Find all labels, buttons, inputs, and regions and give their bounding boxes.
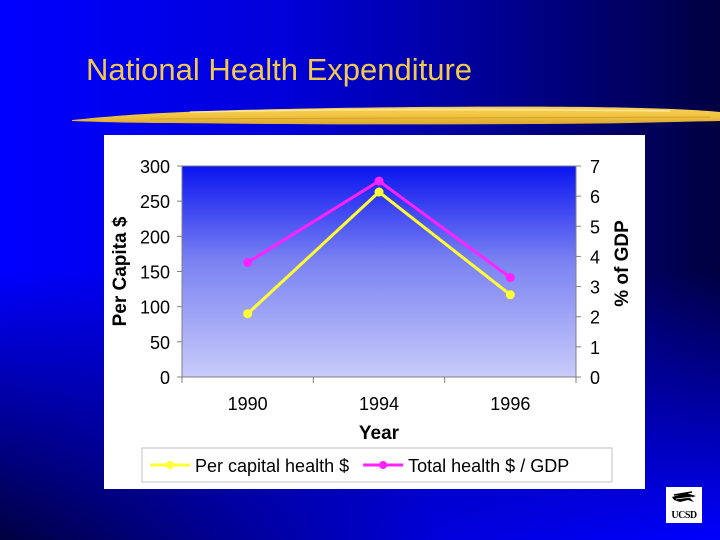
brush-stroke-divider	[72, 106, 720, 125]
plot-area	[181, 165, 577, 378]
data-point-marker	[505, 273, 515, 283]
y2-tick-label: 2	[590, 308, 600, 328]
y-tick-label: 100	[140, 298, 170, 318]
x-axis-label: Year	[359, 423, 400, 444]
data-point-marker	[374, 187, 384, 197]
x-tick-label: 1990	[228, 394, 268, 414]
ucsd-logo: UCSD	[666, 487, 702, 523]
y-axis-label: Per Capita $	[110, 216, 131, 326]
x-tick-label: 1994	[359, 394, 399, 414]
y2-tick-label: 3	[590, 278, 600, 298]
y-tick-label: 150	[140, 263, 170, 283]
line-chart: 0 50 100 150 200 250 300 0 1 2 3 4 5 6 7 1990 1994 1996 Ye…	[110, 157, 633, 483]
chart-panel: 0 50 100 150 200 250 300 0 1 2 3 4 5 6 7 1990 1994 1996 Ye…	[104, 135, 645, 489]
legend-entry: Per capital health $	[195, 456, 349, 476]
y2-tick-label: 4	[590, 247, 600, 267]
trident-logo-icon	[672, 491, 696, 502]
data-point-marker	[243, 309, 253, 319]
y-tick-label: 200	[140, 227, 170, 247]
data-point-marker	[374, 176, 384, 186]
x-tick-label: 1996	[490, 394, 530, 414]
slide-title: National Health Expenditure	[86, 52, 473, 87]
y2-tick-label: 5	[590, 217, 600, 237]
y2-tick-label: 0	[590, 368, 600, 388]
legend-entry: Total health $ / GDP	[408, 456, 569, 476]
data-point-marker	[243, 257, 253, 267]
logo-text: UCSD	[671, 510, 697, 521]
y2-tick-label: 1	[590, 338, 600, 358]
data-point-marker	[505, 290, 515, 300]
y-tick-label: 50	[150, 333, 170, 353]
y2-tick-label: 7	[590, 157, 600, 177]
y-tick-label: 300	[140, 157, 170, 177]
y-tick-label: 250	[140, 192, 170, 212]
y-tick-label: 0	[160, 368, 170, 388]
y2-tick-label: 6	[590, 187, 600, 207]
y2-axis-label: % of GDP	[612, 220, 633, 307]
